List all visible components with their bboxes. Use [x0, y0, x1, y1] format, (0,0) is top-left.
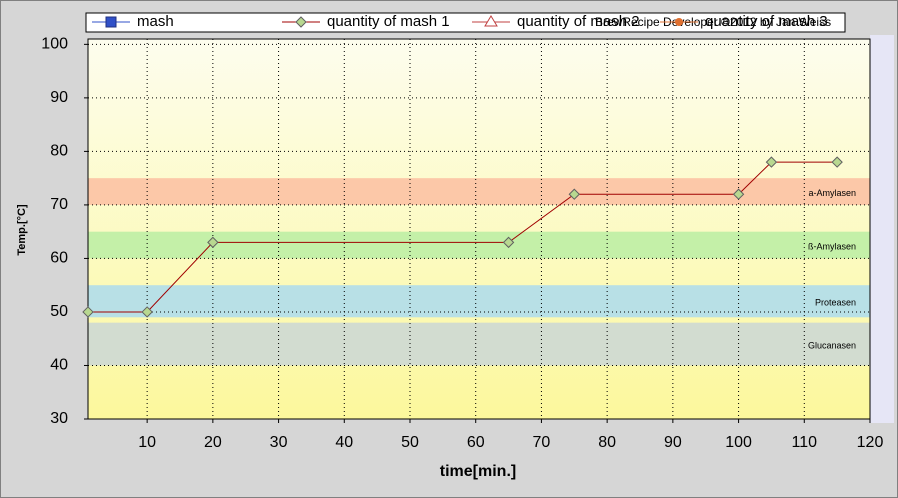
x-tick-label: 60 — [467, 434, 485, 451]
band-label: Glucanasen — [808, 340, 856, 350]
y-tick-label: 90 — [50, 89, 68, 106]
watermark: BrewRecipe Developer ©2012 by Jan Weiss — [595, 15, 831, 29]
y-tick-label: 60 — [50, 250, 68, 267]
marker — [765, 156, 778, 168]
legend-label: quantity of mash 1 — [327, 13, 450, 30]
y-tick-label: 100 — [41, 36, 68, 53]
x-tick-label: 110 — [792, 434, 818, 451]
y-tick-label: 30 — [50, 410, 68, 427]
x-tick-label: 10 — [138, 434, 156, 451]
marker — [831, 156, 843, 168]
legend-label: quantity of mash 3 — [705, 13, 828, 30]
marker — [502, 236, 515, 249]
plot-border — [87, 38, 871, 420]
legend-marker — [675, 18, 683, 26]
marker — [732, 188, 745, 200]
marker — [568, 188, 580, 200]
x-tick-label: 50 — [401, 434, 419, 451]
side-panel — [870, 35, 894, 423]
y-axis-title: Temp.[°C] — [16, 204, 28, 256]
legend-label: mash — [137, 13, 174, 30]
x-tick-label: 40 — [335, 434, 353, 451]
x-axis-title: time[min.] — [440, 463, 516, 480]
legend-marker — [105, 16, 117, 28]
x-tick-label: 70 — [533, 434, 551, 451]
legend — [85, 12, 846, 33]
band — [88, 231, 870, 259]
y-tick-label: 50 — [50, 303, 68, 320]
y-tick-label: 80 — [50, 143, 68, 160]
x-tick-label: 120 — [857, 434, 884, 451]
band — [88, 322, 870, 366]
marker — [141, 306, 153, 318]
band-label: ß-Amylasen — [808, 241, 856, 251]
band — [88, 178, 870, 205]
y-tick-label: 70 — [50, 196, 68, 213]
marker — [207, 236, 219, 249]
band-label: Proteasen — [815, 298, 856, 308]
legend-label: quantity of mash 2 — [517, 13, 640, 30]
legend-marker — [484, 15, 498, 27]
x-tick-label: 30 — [270, 434, 288, 451]
series-line — [88, 161, 838, 313]
x-tick-label: 20 — [204, 434, 222, 451]
y-tick-label: 40 — [50, 357, 68, 374]
x-tick-label: 100 — [725, 434, 752, 451]
x-tick-label: 90 — [664, 434, 682, 451]
marker — [82, 306, 94, 318]
band — [88, 285, 870, 318]
marker — [295, 16, 307, 28]
band-label: a-Amylasen — [808, 188, 856, 198]
x-tick-label: 80 — [598, 434, 616, 451]
